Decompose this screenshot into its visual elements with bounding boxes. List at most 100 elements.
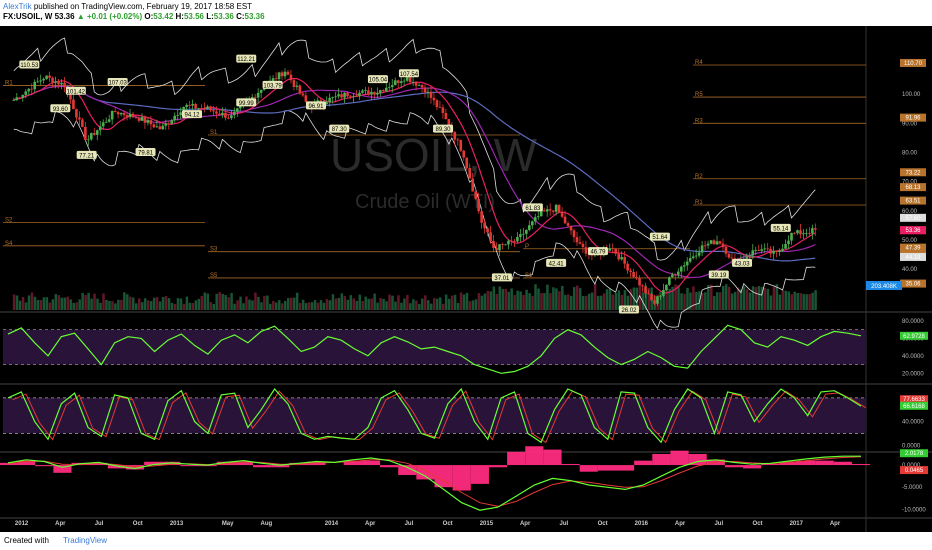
published-text: published on TradingView.com, February 1… xyxy=(33,2,253,11)
price-label-text: 44.19 xyxy=(905,255,921,261)
volume-bar xyxy=(513,294,516,310)
candle-body xyxy=(718,241,722,244)
candle-body xyxy=(358,92,361,97)
macd-histogram-bar xyxy=(507,451,526,466)
candle-body xyxy=(763,248,766,250)
volume-bar xyxy=(206,293,210,310)
callout-text: 26.02 xyxy=(621,308,637,314)
pivot-label: S3 xyxy=(210,247,218,253)
candle-body xyxy=(474,191,477,199)
candle-body xyxy=(414,81,418,86)
volume-bar xyxy=(364,296,367,310)
open-value: 53.42 xyxy=(153,12,174,21)
candle-body xyxy=(221,112,224,115)
price-label-text: 110.70 xyxy=(904,61,923,67)
macd-histogram-bar xyxy=(543,449,562,466)
volume-bar xyxy=(689,292,692,310)
volume-bar xyxy=(328,300,332,310)
volume-bar xyxy=(757,285,761,310)
volume-bar xyxy=(355,300,358,310)
pivot-levels: R1 S1 S2 S3 S4 S5 R4 R5 R3 R2 R1 P S1 xyxy=(3,60,866,279)
callout-box xyxy=(770,223,791,232)
candle-body xyxy=(146,120,150,123)
candle-body xyxy=(227,117,230,119)
chart-area[interactable]: USOIL, W Crude Oil (WTI) R1S1S2S3S4S5R4R… xyxy=(0,26,932,532)
candle-body xyxy=(355,96,358,98)
volume-bar xyxy=(435,298,439,310)
volume-bar xyxy=(167,298,171,310)
volume-bar xyxy=(179,298,183,310)
candle-body xyxy=(465,157,469,168)
author-link[interactable]: AlexTrik xyxy=(3,2,32,11)
macd-histogram-bar xyxy=(470,465,489,484)
candle-body xyxy=(170,120,174,124)
watermark-symbol: USOIL, W xyxy=(330,129,538,181)
volume-bar xyxy=(537,288,540,310)
candle-body xyxy=(560,212,564,217)
macd-histogram-bar xyxy=(234,461,254,466)
candle-body xyxy=(289,74,293,81)
candle-body xyxy=(182,106,185,113)
volume-bar xyxy=(421,298,424,310)
candle-body xyxy=(578,242,582,244)
callout-text: 105.04 xyxy=(369,78,388,84)
volume-bar xyxy=(626,295,630,310)
macd-histogram-bar xyxy=(144,461,163,466)
candle-body xyxy=(396,80,400,83)
candle-body xyxy=(185,104,188,107)
candle-body xyxy=(429,91,433,98)
volume-bar xyxy=(736,287,740,310)
volume-bar xyxy=(418,303,421,310)
candle-body xyxy=(203,108,206,109)
candle-body xyxy=(808,232,811,234)
candle-body xyxy=(557,204,561,213)
stoch-last-label: 66.6168 xyxy=(903,404,925,410)
candle-body xyxy=(301,93,305,96)
tradingview-link[interactable]: TradingView xyxy=(63,536,108,545)
volume-bar xyxy=(319,300,323,310)
volume-bar xyxy=(42,297,46,310)
macd-histogram-bar xyxy=(434,465,453,488)
candle-body xyxy=(519,234,522,238)
volume-bar xyxy=(102,293,105,310)
volume-bar xyxy=(108,301,111,310)
price-axis[interactable]: 110.00100.0090.0080.0070.0060.0050.0040.… xyxy=(866,58,926,290)
callout-box xyxy=(182,110,203,119)
candle-body xyxy=(811,228,814,234)
macd-histogram-bar xyxy=(361,460,381,466)
candle-body xyxy=(674,274,677,276)
candle-body xyxy=(426,91,430,93)
volume-bar xyxy=(543,293,546,310)
volume-bar xyxy=(54,294,58,310)
high-value: 53.56 xyxy=(183,12,204,21)
volume-bar xyxy=(564,294,567,310)
volume-bar xyxy=(516,290,519,310)
callout-text: 43.03 xyxy=(735,261,751,267)
macd-pane[interactable]: 0.0000 -5.0000 -10.0000 2.0178 0.0465 xyxy=(0,446,928,513)
candle-body xyxy=(632,271,635,278)
volume-bar xyxy=(781,290,785,310)
volume-bar xyxy=(504,288,507,310)
callout-text: 61.83 xyxy=(525,206,541,212)
volume-bar xyxy=(581,295,585,310)
volume-bar xyxy=(373,293,376,310)
candle-body xyxy=(277,72,281,80)
candle-body xyxy=(292,80,296,87)
volume-bar xyxy=(30,292,34,310)
volume-bar xyxy=(209,301,212,310)
time-tick-label: May xyxy=(222,521,234,527)
macd-histogram-bar xyxy=(761,463,780,466)
volume-bar xyxy=(301,299,305,310)
volume-bar xyxy=(230,293,233,310)
callout-box xyxy=(262,80,283,89)
candle-body xyxy=(81,119,84,127)
macd-tick-label: -10.0000 xyxy=(902,507,926,513)
time-axis[interactable]: 2012 Apr Jul Oct 2013 May Aug 2014 Apr Jul Oct 2015… xyxy=(15,521,841,527)
oscillator-line xyxy=(7,324,862,374)
volume-bar xyxy=(721,286,725,310)
candle-body xyxy=(525,229,528,234)
volume-bar xyxy=(701,293,704,310)
volume-bar xyxy=(304,303,308,310)
